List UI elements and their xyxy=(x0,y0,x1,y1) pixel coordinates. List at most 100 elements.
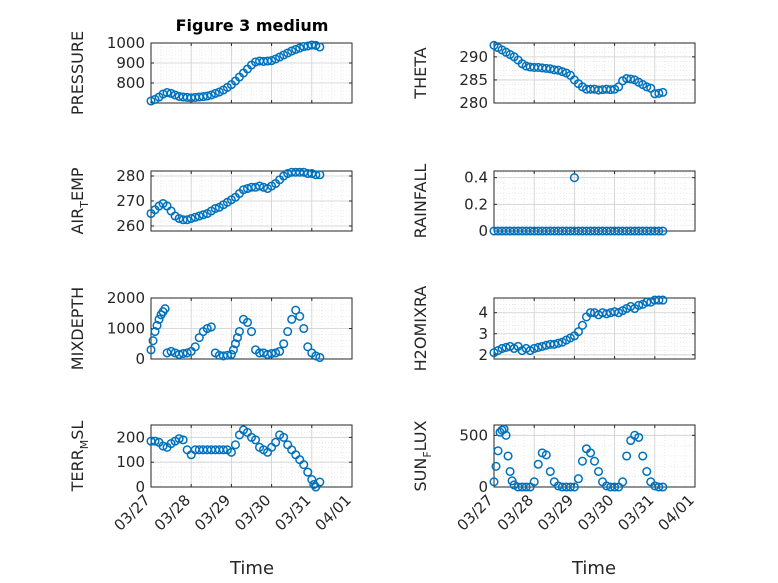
y-axis-label-main: RAINFALL xyxy=(411,164,430,239)
data-point xyxy=(283,327,293,337)
data-point xyxy=(263,56,273,66)
data-point xyxy=(242,317,253,327)
data-point xyxy=(275,346,285,356)
y-axis-label-main: PRESSURE xyxy=(68,31,87,115)
data-point xyxy=(311,40,321,50)
data-point xyxy=(577,456,587,466)
x-tick-label: 03/27 xyxy=(454,491,497,534)
data-point xyxy=(228,345,238,355)
subplot-2: 280 285 290 THETA xyxy=(411,40,696,112)
data-point xyxy=(311,170,321,180)
x-axis-label-left: Time xyxy=(229,558,274,579)
data-point xyxy=(210,203,220,214)
data-point xyxy=(315,42,325,52)
data-point xyxy=(622,451,632,461)
data-point xyxy=(162,88,172,98)
data-point xyxy=(638,451,648,461)
data-point xyxy=(311,351,321,361)
subplot-1: 800 900 1000 PRESSURE xyxy=(68,31,353,115)
data-point xyxy=(642,466,652,477)
y-tick-label: 3 xyxy=(478,325,488,343)
y-axis-label-main: THETA xyxy=(411,47,430,99)
data-point xyxy=(186,213,196,224)
data-point xyxy=(614,82,624,92)
data-point xyxy=(642,82,652,92)
y-tick-label: 0 xyxy=(135,478,145,496)
data-point xyxy=(315,477,325,487)
data-point xyxy=(658,295,668,305)
data-point xyxy=(497,343,507,354)
data-point xyxy=(226,349,236,359)
y-tick-label: 0 xyxy=(478,478,488,496)
y-axis-label: AIRTEMP xyxy=(68,167,91,234)
data-point xyxy=(154,314,164,324)
data-point xyxy=(234,327,244,337)
data-point xyxy=(160,304,170,314)
axes-box xyxy=(150,42,353,104)
data-point xyxy=(505,466,515,477)
y-tick-label: 280 xyxy=(116,167,145,185)
data-point xyxy=(250,435,261,445)
data-point xyxy=(190,212,200,222)
axes-box xyxy=(493,424,696,488)
data-point xyxy=(279,432,289,442)
x-tick-label: 03/30 xyxy=(231,491,274,534)
data-point xyxy=(295,311,305,321)
data-point xyxy=(553,338,563,348)
data-point xyxy=(577,320,587,330)
data-point xyxy=(232,333,242,343)
data-point xyxy=(545,466,555,477)
y-tick-label: 0.4 xyxy=(464,169,488,187)
data-point xyxy=(307,475,317,485)
data-point xyxy=(549,339,559,349)
data-point xyxy=(658,87,668,97)
x-axis-label-right: Time xyxy=(571,558,616,579)
data-point xyxy=(549,65,559,75)
data-point xyxy=(610,482,620,492)
data-point xyxy=(246,327,257,337)
data-point xyxy=(541,450,551,460)
y-axis-label: TERRMSL xyxy=(68,421,91,493)
y-tick-label: 0.2 xyxy=(464,195,488,213)
subplot-4: 0 0.2 0.4 RAINFALL xyxy=(411,164,696,240)
data-point xyxy=(569,173,579,183)
data-point xyxy=(222,350,232,360)
data-point xyxy=(166,88,176,98)
y-tick-label: 500 xyxy=(459,426,488,444)
subplot-3: 260 270 280 AIRTEMP xyxy=(68,167,353,235)
y-tick-label: 0 xyxy=(135,350,145,368)
data-point xyxy=(658,226,668,236)
y-tick-label: 100 xyxy=(116,453,145,471)
y-tick-label: 2000 xyxy=(107,289,145,307)
data-point xyxy=(271,437,281,447)
data-point xyxy=(271,348,281,358)
y-tick-label: 2 xyxy=(478,346,488,364)
data-point xyxy=(654,482,664,492)
data-point xyxy=(158,441,168,451)
data-point xyxy=(529,343,539,354)
y-tick-label: 260 xyxy=(116,217,145,235)
data-point xyxy=(291,44,301,54)
data-point xyxy=(493,446,503,456)
data-point xyxy=(230,339,240,349)
data-point xyxy=(287,314,297,324)
x-tick-label: 03/29 xyxy=(534,491,577,534)
y-tick-label: 270 xyxy=(116,192,145,210)
data-point xyxy=(557,67,567,77)
data-point xyxy=(178,348,188,359)
data-point xyxy=(206,322,216,332)
y-axis-label-main: H2OMIXRA xyxy=(411,286,430,372)
y-tick-label: 290 xyxy=(459,48,488,66)
figure-title: Figure 3 medium xyxy=(176,16,329,35)
data-point xyxy=(150,436,160,446)
y-axis-label-suffix: SL xyxy=(68,421,87,440)
data-point xyxy=(501,430,511,440)
data-point xyxy=(654,226,664,236)
y-tick-label: 800 xyxy=(116,74,145,92)
y-tick-label: 0 xyxy=(478,222,488,240)
data-point xyxy=(303,467,313,477)
x-tick-label: 03/28 xyxy=(151,491,194,534)
